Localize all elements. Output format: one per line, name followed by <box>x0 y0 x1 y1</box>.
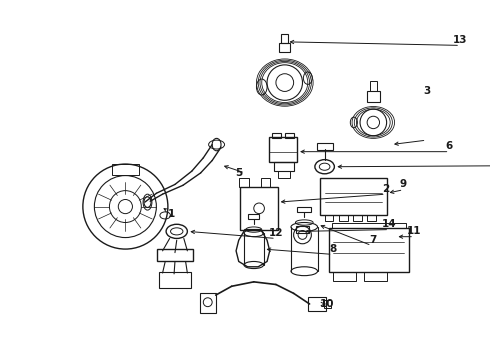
Bar <box>324 301 331 307</box>
Bar <box>325 215 334 221</box>
Bar <box>248 213 259 219</box>
Bar <box>365 272 387 281</box>
Bar <box>320 178 387 215</box>
Bar <box>308 297 325 311</box>
Text: 13: 13 <box>453 35 467 45</box>
Text: 9: 9 <box>400 179 407 189</box>
Bar <box>269 138 297 162</box>
Bar <box>317 143 333 150</box>
Text: 5: 5 <box>235 168 243 178</box>
Bar <box>334 272 356 281</box>
Bar <box>370 81 377 91</box>
Text: 3: 3 <box>423 86 430 96</box>
Bar <box>297 207 311 212</box>
Bar <box>353 215 362 221</box>
Bar <box>279 43 290 51</box>
Text: 14: 14 <box>382 219 396 229</box>
Text: 7: 7 <box>369 235 377 245</box>
Bar <box>285 133 294 138</box>
Text: 1: 1 <box>168 209 175 219</box>
Bar <box>239 178 249 187</box>
Bar <box>367 91 380 102</box>
Bar <box>157 249 193 261</box>
Bar <box>278 171 290 178</box>
Bar <box>329 228 409 272</box>
Text: 10: 10 <box>320 299 335 309</box>
Bar <box>241 187 278 230</box>
Bar <box>261 178 270 187</box>
Text: 6: 6 <box>446 141 453 151</box>
Text: 2: 2 <box>382 184 390 194</box>
Bar <box>272 133 281 138</box>
Bar <box>367 215 376 221</box>
Bar <box>296 226 309 233</box>
Bar <box>159 272 191 288</box>
Bar <box>281 34 288 43</box>
Bar <box>332 222 406 228</box>
Text: 11: 11 <box>407 226 421 237</box>
Bar <box>200 293 216 313</box>
Bar <box>112 164 139 175</box>
Text: 8: 8 <box>329 244 336 254</box>
Text: 12: 12 <box>269 228 283 238</box>
Bar <box>274 162 294 171</box>
Bar <box>339 215 348 221</box>
